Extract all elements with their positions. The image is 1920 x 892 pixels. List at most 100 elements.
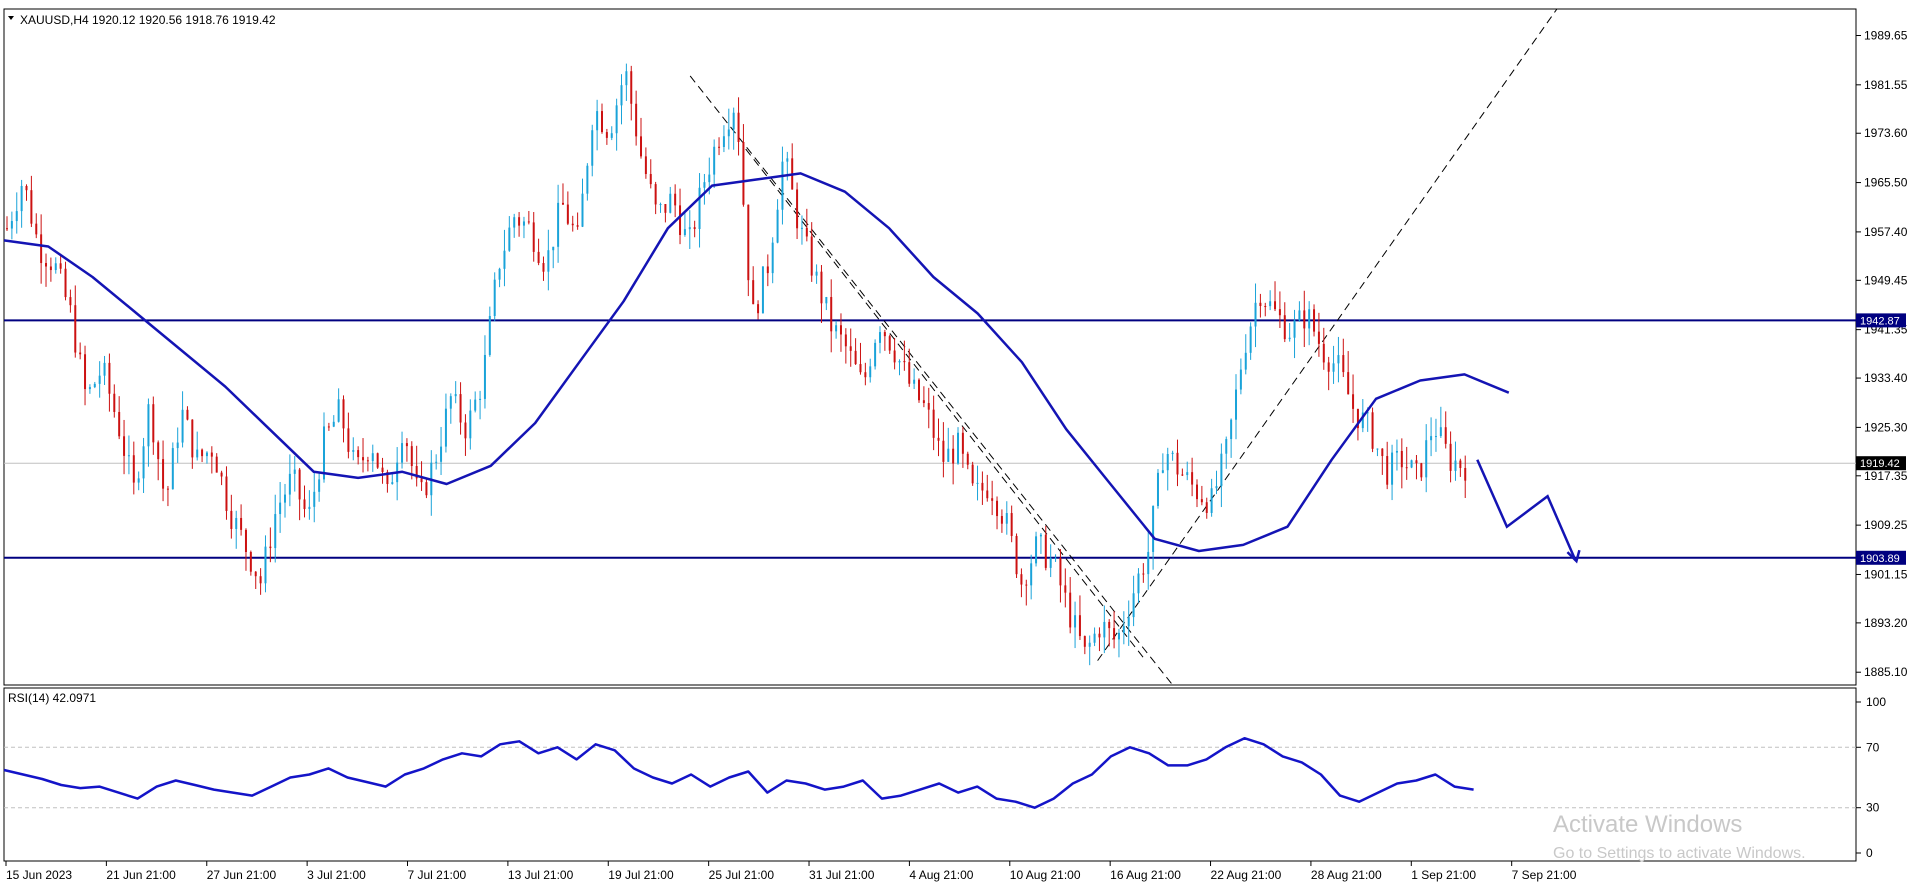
candle-body (600, 111, 603, 133)
candle-body (849, 346, 852, 351)
candle-body (1239, 369, 1242, 390)
candle-body (69, 297, 72, 306)
symbol-label: XAUUSD,H4 (20, 13, 89, 27)
candle-body (986, 490, 989, 499)
candle-body (703, 182, 706, 188)
candle-body (1317, 331, 1320, 344)
candle-body (1069, 592, 1072, 628)
projection-path[interactable] (1476, 459, 1577, 561)
candle-body (800, 227, 803, 229)
candle-body (74, 305, 77, 353)
candle-body (1156, 472, 1159, 507)
candle-body (1147, 551, 1150, 575)
trendline[interactable] (1097, 8, 1558, 661)
rsi-axis: 100 70 30 0 (4, 695, 1886, 860)
candle-body (1352, 394, 1355, 409)
candle-body (1449, 443, 1452, 471)
trendline[interactable] (689, 75, 1174, 686)
candle-body (1225, 439, 1228, 454)
candle-body (722, 136, 725, 147)
rsi-tick-label: 0 (1866, 846, 1873, 860)
candle-body (1181, 474, 1184, 476)
candle-body (323, 426, 326, 480)
candle-body (249, 552, 252, 572)
time-tick-label: 19 Jul 21:00 (608, 868, 674, 882)
candle-body (805, 227, 808, 237)
candle-body (839, 325, 842, 335)
time-tick-label: 31 Jul 21:00 (809, 868, 875, 882)
candle-body (391, 482, 394, 485)
rsi-header: RSI(14) 42.0971 (8, 691, 96, 705)
candle-body (1410, 460, 1413, 468)
candle-body (996, 500, 999, 517)
candle-body (596, 111, 599, 131)
candle-body (1347, 372, 1350, 395)
ohlc-values: 1920.12 1920.56 1918.76 1919.42 (92, 13, 276, 27)
candle-body (171, 448, 174, 490)
candle-body (1415, 460, 1418, 464)
candle-body (488, 316, 491, 355)
candle-body (147, 404, 150, 447)
candle-body (976, 482, 979, 484)
candle-body (469, 410, 472, 439)
candle-body (630, 71, 633, 104)
candle-body (693, 227, 696, 230)
candle-body (1420, 463, 1423, 478)
candle-body (649, 174, 652, 185)
candle-body (552, 246, 555, 251)
price-tick-label: 1925.30 (1864, 420, 1908, 434)
candle-body (127, 455, 130, 457)
candle-body (1322, 343, 1325, 363)
price-tick-label: 1989.65 (1864, 28, 1908, 42)
candle-body (1200, 499, 1203, 503)
candle-body (991, 498, 994, 501)
candle-body (888, 336, 891, 351)
candle-body (1395, 450, 1398, 453)
watermark-title: Activate Windows (1553, 811, 1742, 838)
candle-body (1166, 454, 1169, 471)
candle-body (1405, 467, 1408, 469)
candle-body (88, 387, 91, 390)
candle-body (688, 227, 691, 230)
candle-body (220, 472, 223, 477)
rsi-tick-label: 70 (1866, 740, 1880, 754)
candle-body (1074, 615, 1077, 628)
trendlines (689, 8, 1558, 686)
collapse-triangle-icon[interactable] (8, 16, 14, 20)
candle-body (1303, 310, 1306, 329)
candle-body (357, 450, 360, 458)
candle-body (1439, 427, 1442, 437)
price-axis: 1989.65 1981.55 1973.60 1965.50 1957.40 1949.… (1856, 28, 1908, 679)
candle-body (1176, 452, 1179, 475)
candle-body (698, 187, 701, 230)
candle-body (362, 457, 365, 461)
candle-body (1152, 506, 1155, 552)
candle-body (269, 546, 272, 549)
candle-body (742, 141, 745, 205)
candle-body (420, 478, 423, 483)
candle-body (25, 185, 28, 191)
time-tick-label: 1 Sep 21:00 (1411, 868, 1476, 882)
candle-body (152, 404, 155, 443)
candle-body (674, 193, 677, 206)
candle-body (503, 250, 506, 269)
candle-body (20, 185, 23, 212)
candle-body (1259, 302, 1262, 307)
candle-body (713, 146, 716, 175)
candle-body (54, 263, 57, 271)
candle-body (527, 221, 530, 223)
candle-body (6, 228, 8, 230)
price-tick-label: 1885.10 (1864, 665, 1908, 679)
candle-body (337, 399, 340, 422)
candle-body (1308, 309, 1311, 329)
price-tick-label: 1933.40 (1864, 371, 1908, 385)
candle-body (264, 546, 267, 584)
trendline[interactable] (745, 148, 1147, 661)
candle-body (225, 476, 228, 511)
candle-body (1195, 484, 1198, 500)
candle-body (815, 271, 818, 276)
time-tick-label: 21 Jun 21:00 (106, 868, 176, 882)
candle-body (1249, 326, 1252, 353)
candle-body (1122, 626, 1125, 633)
candle-body (142, 446, 145, 479)
